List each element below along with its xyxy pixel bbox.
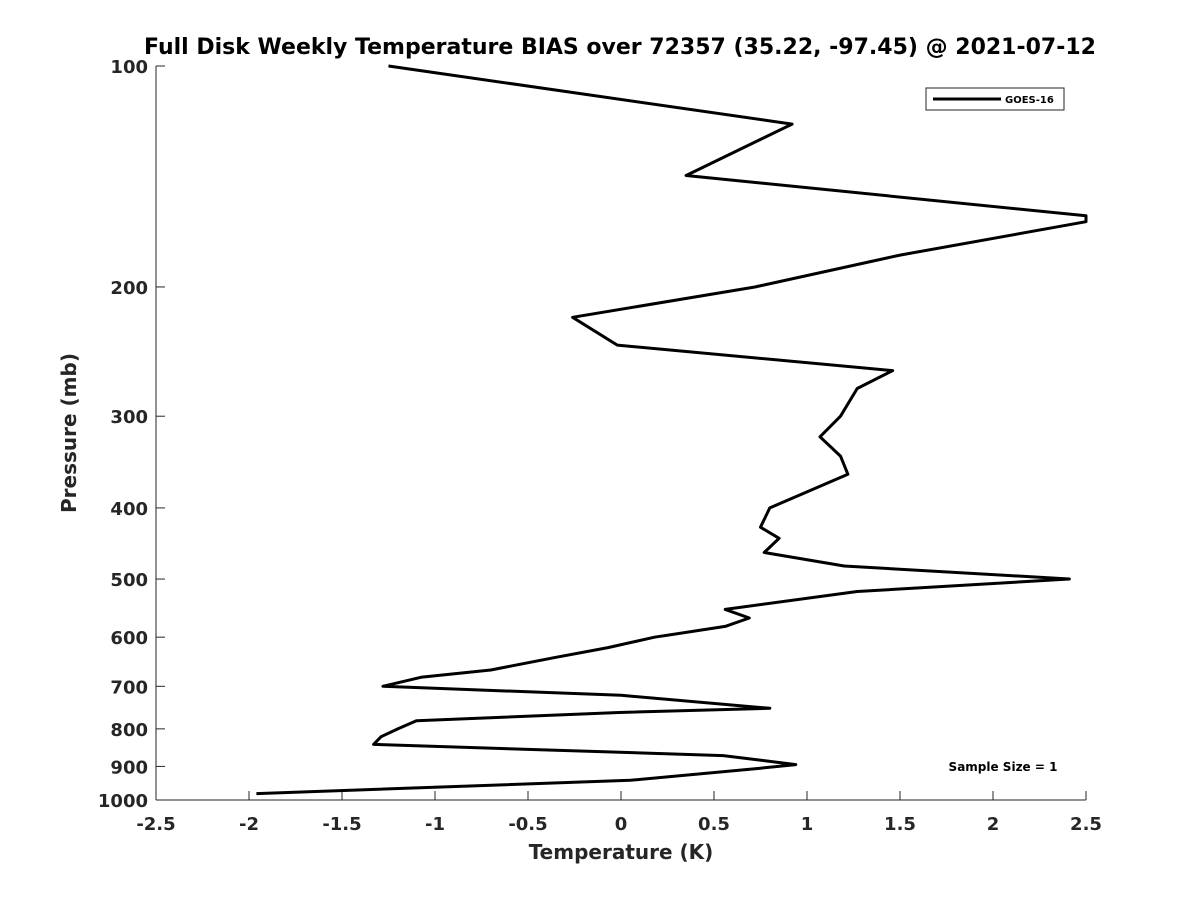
y-tick-label: 200 xyxy=(110,278,148,299)
sample-size-annotation: Sample Size = 1 xyxy=(949,760,1058,774)
x-tick-label: 1.5 xyxy=(884,814,916,835)
x-tick-label: -1 xyxy=(425,814,445,835)
y-tick-label: 600 xyxy=(110,628,148,649)
x-tick-label: -2.5 xyxy=(136,814,175,835)
x-tick-label: 2.5 xyxy=(1070,814,1102,835)
chart-title: Full Disk Weekly Temperature BIAS over 7… xyxy=(144,35,1096,60)
y-axis-label: Pressure (mb) xyxy=(57,353,81,513)
y-tick-label: 1000 xyxy=(98,791,148,812)
x-axis-label: Temperature (K) xyxy=(529,840,714,864)
x-ticks: -2.5 -2 -1.5 -1 -0.5 0 0.5 1 1.5 2 2.5 xyxy=(136,791,1102,835)
x-tick-label: 0.5 xyxy=(698,814,730,835)
y-tick-label: 700 xyxy=(110,677,148,698)
x-tick-label: 0 xyxy=(615,814,628,835)
x-tick-label: -2 xyxy=(239,814,259,835)
y-ticks: 100 200 300 400 500 600 700 800 900 1000 xyxy=(98,57,165,812)
y-tick-label: 500 xyxy=(110,570,148,591)
y-tick-label: 400 xyxy=(110,499,148,520)
x-tick-label: -0.5 xyxy=(508,814,547,835)
legend-label: GOES-16 xyxy=(1005,95,1054,106)
y-tick-label: 300 xyxy=(110,407,148,428)
x-tick-label: 1 xyxy=(801,814,814,835)
series-line-goes-16 xyxy=(256,64,1088,796)
x-tick-label: -1.5 xyxy=(322,814,361,835)
plot-area xyxy=(155,66,1086,801)
x-tick-label: 2 xyxy=(987,814,1000,835)
legend: GOES-16 xyxy=(925,87,1065,111)
y-tick-label: 900 xyxy=(110,757,148,778)
y-tick-label: 800 xyxy=(110,720,148,741)
y-tick-label: 100 xyxy=(110,57,148,78)
